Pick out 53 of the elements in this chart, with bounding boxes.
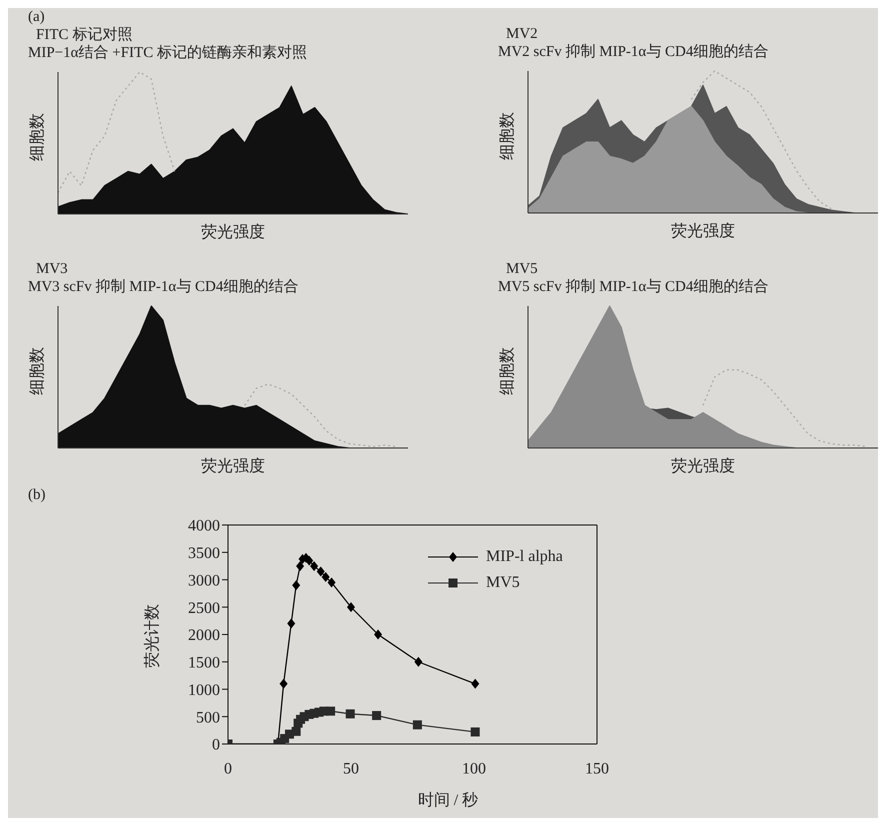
point bbox=[328, 577, 336, 588]
y-tick-label: 2500 bbox=[188, 600, 220, 617]
y-axis-title: 细胞数 bbox=[498, 347, 517, 395]
point bbox=[316, 566, 325, 577]
point bbox=[326, 706, 336, 716]
chart-title: MV5 bbox=[506, 260, 539, 278]
chart-title: FITC 标记对照 bbox=[36, 26, 134, 44]
y-tick-label: 3000 bbox=[188, 572, 220, 590]
chart-subtitle: MV5 scFv 抑制 MIP-1α与 CD4细胞的结合 bbox=[498, 278, 770, 296]
point bbox=[305, 556, 314, 566]
y-tick-label: 3500 bbox=[188, 545, 220, 562]
x-tick-label: 0 bbox=[224, 760, 232, 778]
point bbox=[322, 572, 330, 582]
chart-subtitle: MIP−1α结合 +FITC 标记的链酶亲和素对照 bbox=[28, 44, 308, 62]
x-axis-title: 荧光强度 bbox=[670, 456, 736, 477]
x-tick-label: 150 bbox=[585, 760, 609, 778]
y-tick-label: 2000 bbox=[188, 627, 220, 644]
x-tick-label: 100 bbox=[462, 760, 486, 778]
point bbox=[296, 561, 304, 572]
text: (a) bbox=[28, 8, 46, 26]
point bbox=[372, 711, 382, 720]
x-tick-label: 50 bbox=[343, 760, 359, 778]
y-axis-title: 细胞数 bbox=[28, 347, 47, 395]
x-axis-title: 时间 / 秒 bbox=[416, 790, 480, 811]
y-tick-label: 4000 bbox=[188, 518, 220, 535]
chart-subtitle: MV2 scFv 抑制 MIP-1α与 CD4细胞的结合 bbox=[498, 43, 770, 61]
point bbox=[347, 602, 355, 612]
legend-label: MV5 bbox=[486, 574, 520, 592]
y-axis-title: 细胞数 bbox=[28, 113, 47, 161]
chart-title: MV3 bbox=[36, 260, 69, 278]
point bbox=[412, 720, 422, 730]
x-axis-title: 荧光强度 bbox=[200, 222, 266, 243]
chart-subtitle: MV3 scFv 抑制 MIP-1α与 CD4细胞的结合 bbox=[28, 278, 300, 296]
point bbox=[346, 709, 355, 718]
text: (b) bbox=[28, 486, 46, 504]
chart-title: MV2 bbox=[506, 25, 539, 43]
point bbox=[310, 561, 318, 572]
y-tick-label: 500 bbox=[196, 709, 220, 726]
x-axis-title: 荧光强度 bbox=[670, 222, 736, 242]
point bbox=[470, 727, 480, 736]
y-tick-label: 0 bbox=[212, 736, 220, 754]
point bbox=[292, 580, 300, 590]
x-axis-title: 荧光强度 bbox=[200, 456, 266, 477]
legend-label: MIP-l alpha bbox=[486, 548, 563, 566]
y-axis-title: 细胞数 bbox=[498, 112, 517, 160]
point bbox=[287, 618, 296, 629]
y-tick-label: 1500 bbox=[188, 654, 220, 672]
point bbox=[471, 678, 480, 689]
y-axis-title: 荧光计数 bbox=[143, 604, 162, 668]
y-tick-label: 1000 bbox=[188, 682, 220, 699]
point bbox=[280, 678, 288, 689]
point bbox=[374, 630, 382, 640]
point bbox=[414, 656, 422, 667]
